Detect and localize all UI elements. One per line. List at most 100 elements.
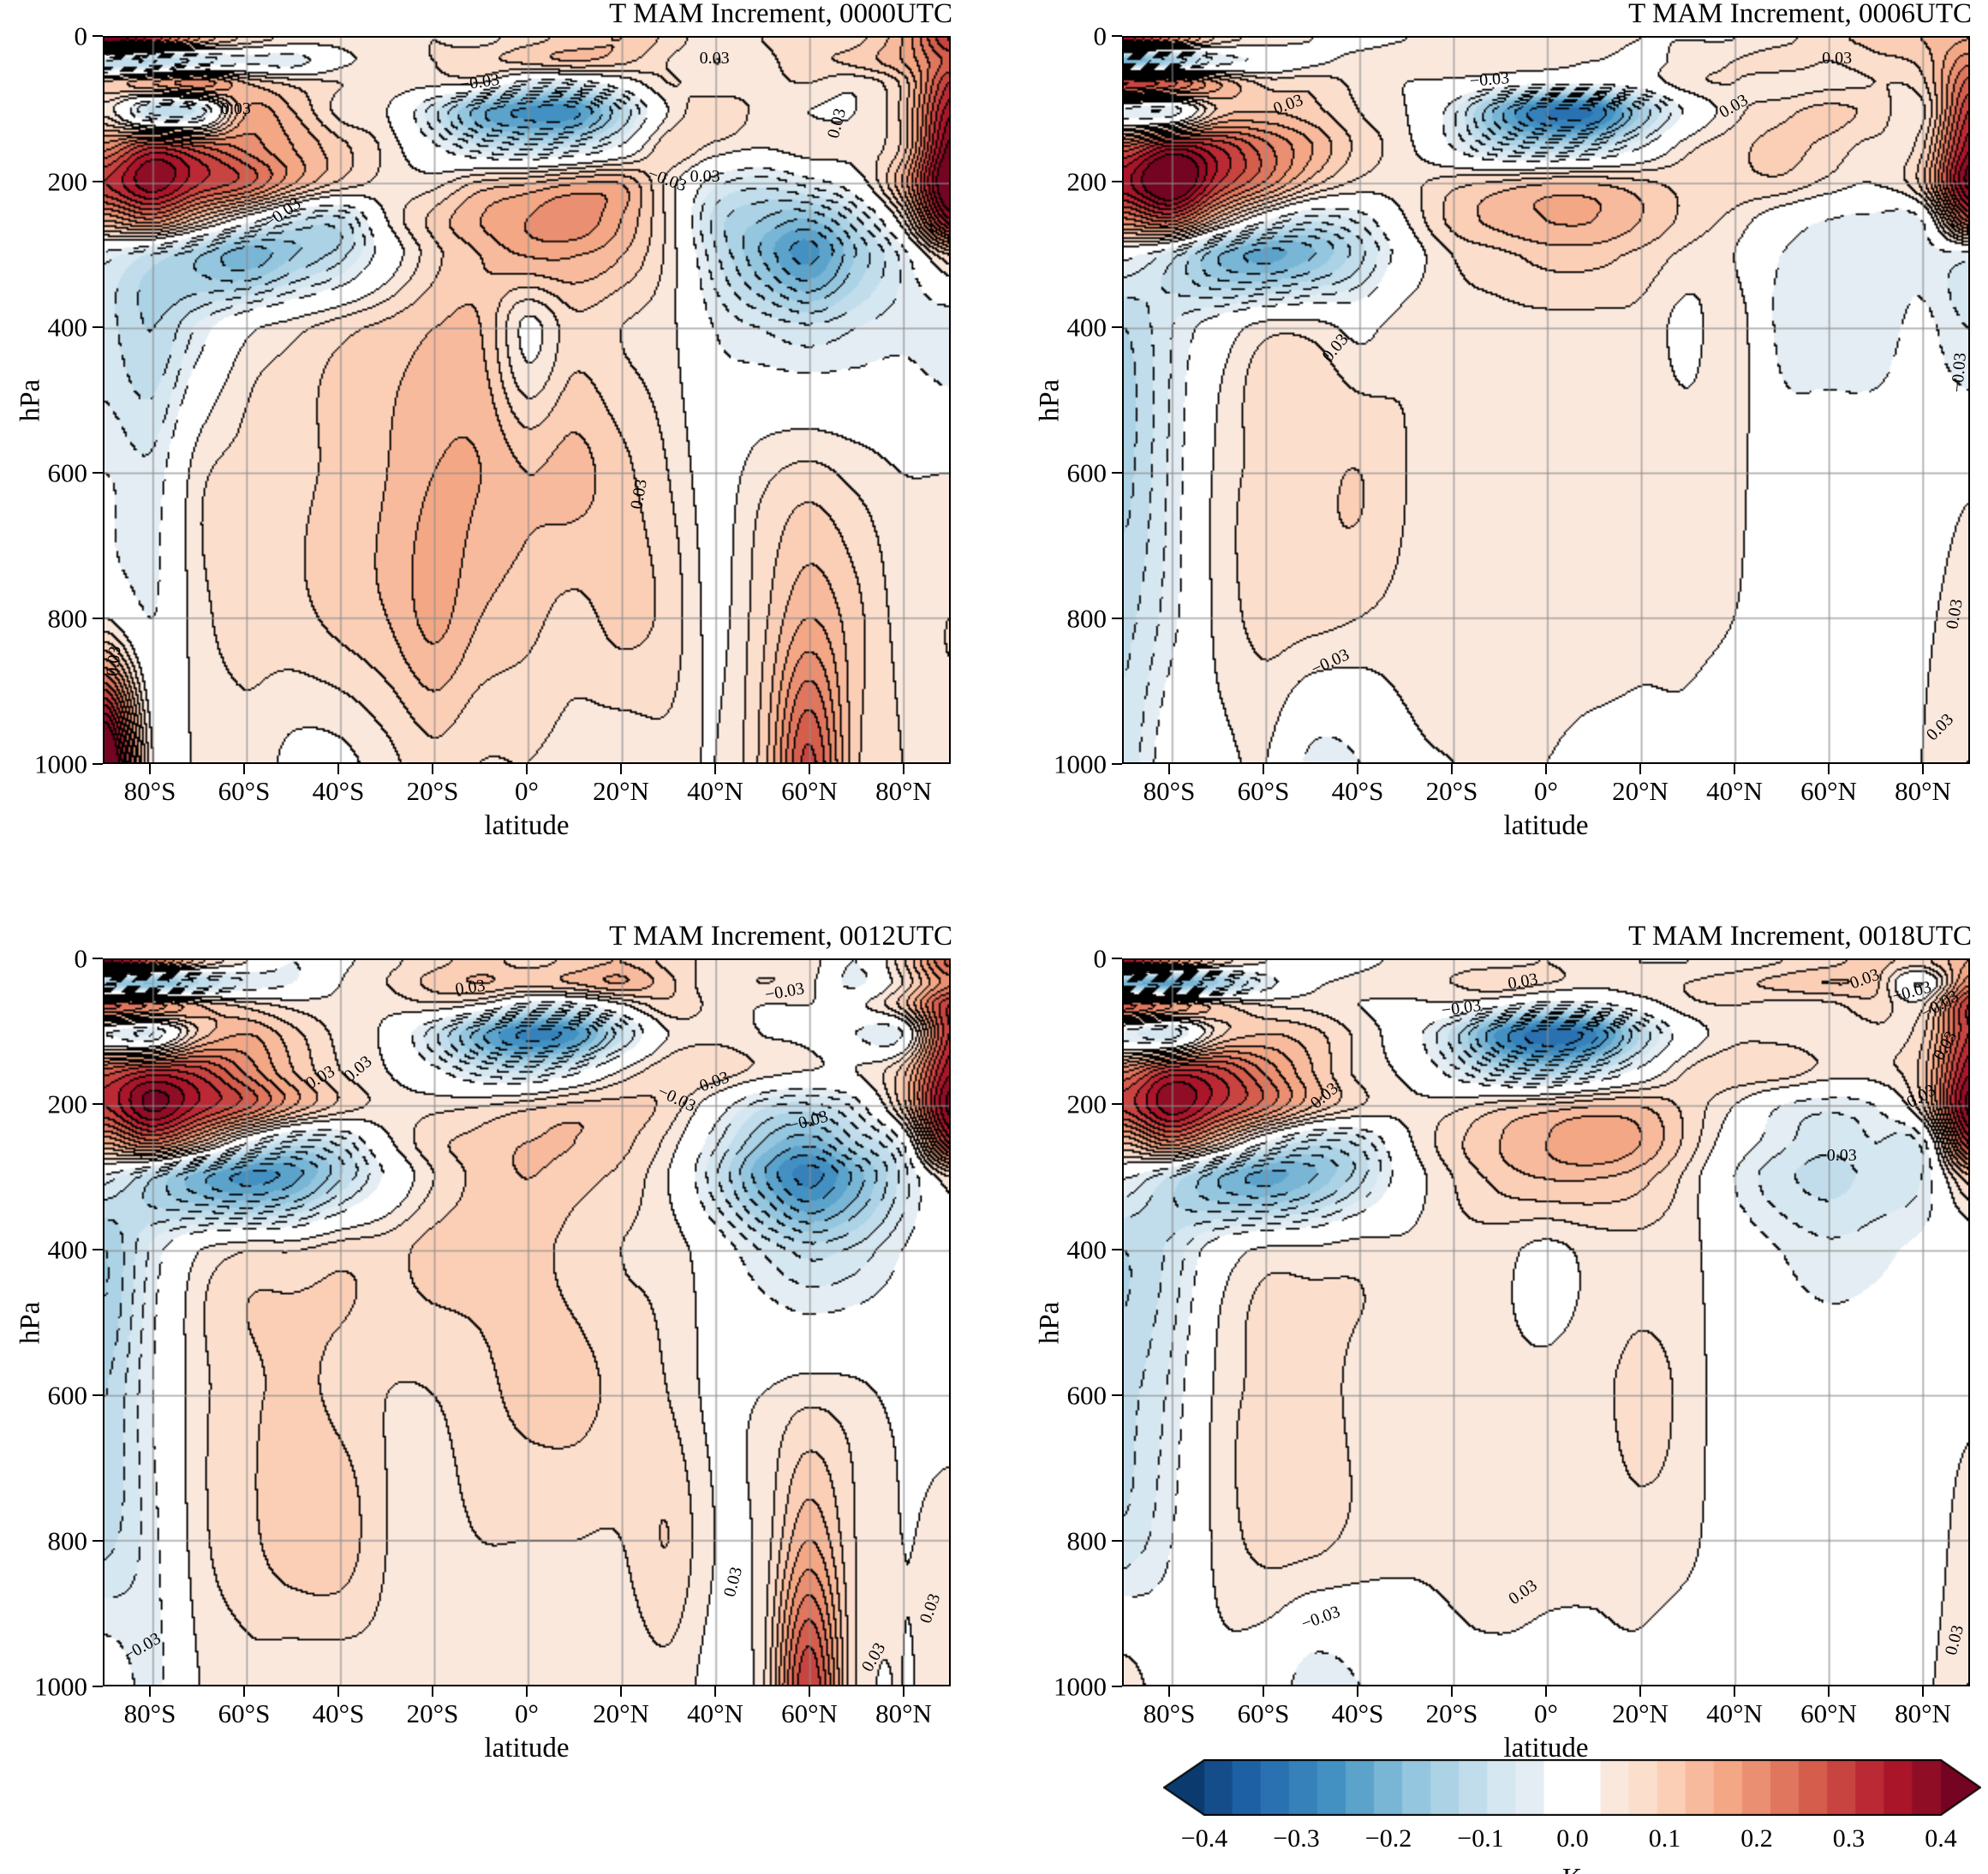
- colorbar-tick-label: 0.0: [1556, 1824, 1589, 1853]
- y-axis-label: hPa: [15, 379, 46, 421]
- contour-value-label: −0.03: [1817, 1146, 1857, 1166]
- x-tick-label: 40°N: [687, 776, 743, 806]
- y-tick-mark: [93, 1540, 103, 1542]
- y-tick-mark: [93, 618, 103, 619]
- y-tick-label: 600: [47, 457, 88, 488]
- y-tick-label: 400: [47, 1234, 88, 1265]
- y-tick-label: 600: [1066, 1380, 1107, 1411]
- x-tick-mark: [620, 1686, 622, 1697]
- panel-0006utc: T MAM Increment, 0006UTC hPa latitude 0.…: [1035, 0, 1973, 840]
- x-tick-mark: [432, 1686, 433, 1697]
- y-tick-label: 1000: [34, 1671, 87, 1702]
- x-tick-label: 40°S: [312, 1698, 365, 1728]
- x-tick-label: 80°S: [1143, 1698, 1196, 1728]
- x-tick-mark: [1357, 1686, 1358, 1697]
- y-tick-label: 0: [74, 21, 88, 51]
- colorbar: K −0.4 −0.3 −0.2 −0.1 0.0 0.1 0.2 0.3 0.4: [1163, 1759, 1981, 1874]
- x-tick-mark: [714, 764, 716, 774]
- x-tick-mark: [714, 1686, 716, 1697]
- contour-value-label: 0.03: [454, 976, 487, 1000]
- y-tick-label: 400: [1066, 312, 1107, 343]
- x-tick-label: 60°S: [1237, 1698, 1290, 1728]
- x-tick-mark: [1922, 1686, 1924, 1697]
- x-tick-mark: [1639, 764, 1641, 774]
- y-tick-mark: [1112, 1394, 1122, 1396]
- x-tick-label: 80°S: [123, 1698, 176, 1728]
- y-tick-mark: [93, 763, 103, 765]
- x-tick-label: 0°: [515, 776, 539, 806]
- y-tick-mark: [1112, 1540, 1122, 1542]
- y-tick-mark: [93, 1249, 103, 1250]
- x-tick-label: 60°S: [1237, 776, 1290, 806]
- contour-value-label: 0.03: [1122, 958, 1154, 980]
- y-tick-label: 800: [1066, 603, 1107, 634]
- x-tick-mark: [1357, 764, 1358, 774]
- y-tick-label: 400: [1066, 1234, 1107, 1265]
- colorbar-tick-label: 0.3: [1832, 1824, 1866, 1853]
- y-axis-label-wrap: hPa: [1033, 36, 1067, 764]
- x-tick-label: 80°N: [875, 1698, 932, 1728]
- x-tick-label: 60°N: [781, 776, 838, 806]
- x-tick-label: 60°N: [1800, 776, 1857, 806]
- y-tick-label: 1000: [34, 749, 87, 779]
- colorbar-tick-label: −0.2: [1364, 1824, 1412, 1853]
- x-tick-label: 80°S: [1143, 776, 1196, 806]
- contour-value-label: 0.03: [103, 645, 125, 677]
- x-tick-mark: [1167, 764, 1170, 774]
- x-tick-label: 60°N: [1800, 1698, 1857, 1728]
- contour-canvas-0012utc: [104, 960, 949, 1685]
- y-tick-label: 1000: [1054, 1671, 1107, 1702]
- x-tick-mark: [1545, 764, 1547, 774]
- x-tick-label: 20°S: [1425, 1698, 1478, 1728]
- x-tick-mark: [809, 764, 810, 774]
- y-tick-mark: [93, 958, 103, 959]
- y-tick-label: 600: [1066, 457, 1107, 488]
- x-tick-label: 0°: [1534, 776, 1558, 806]
- x-tick-label: 80°N: [1895, 1698, 1951, 1728]
- y-axis-label-wrap: hPa: [14, 958, 48, 1686]
- x-tick-mark: [526, 764, 528, 774]
- y-tick-mark: [93, 1103, 103, 1105]
- y-tick-label: 200: [47, 166, 88, 197]
- colorbar-tick-label: 0.2: [1740, 1824, 1773, 1853]
- y-tick-mark: [93, 472, 103, 474]
- x-axis-label: latitude: [1503, 1733, 1589, 1764]
- y-tick-label: 200: [47, 1089, 88, 1119]
- colorbar-canvas: [1163, 1759, 1981, 1816]
- x-tick-mark: [1262, 764, 1264, 774]
- colorbar-tick-label: −0.4: [1180, 1824, 1228, 1853]
- y-tick-label: 800: [1066, 1525, 1107, 1556]
- panel-0018utc: T MAM Increment, 0018UTC hPa latitude 0.…: [1035, 922, 1973, 1763]
- y-tick-label: 800: [47, 603, 88, 634]
- panel-title: T MAM Increment, 0000UTC: [609, 0, 952, 29]
- y-tick-label: 200: [1066, 166, 1107, 197]
- y-tick-label: 0: [1093, 21, 1107, 51]
- y-tick-mark: [93, 326, 103, 328]
- contour-value-label: 0.03: [1122, 37, 1153, 57]
- plot-area: 0.03 0.03 −0.03 0.03 0.03 0.03 −0.03 −0.03 0.03−…: [103, 958, 951, 1686]
- x-tick-label: 40°N: [1706, 776, 1763, 806]
- x-tick-mark: [242, 1686, 245, 1697]
- contour-value-label: −0.03: [1948, 351, 1971, 393]
- x-tick-mark: [1262, 1686, 1264, 1697]
- contour-value-label: −0.03: [1469, 69, 1511, 92]
- y-axis-label-wrap: hPa: [14, 36, 48, 764]
- x-tick-mark: [620, 764, 622, 774]
- x-tick-mark: [1451, 1686, 1453, 1697]
- plot-area: 0.03 0.03 −0.03 0.03 0.03 0.03 −0.03 −0.03 0.03 0…: [1122, 36, 1970, 764]
- colorbar-unit-label: K: [1562, 1864, 1582, 1874]
- x-tick-label: 20°N: [1612, 776, 1669, 806]
- y-tick-mark: [1112, 763, 1122, 765]
- y-tick-label: 0: [1093, 943, 1107, 974]
- x-tick-label: 80°S: [123, 776, 176, 806]
- x-tick-mark: [809, 1686, 810, 1697]
- contour-value-label: 0.03: [1942, 597, 1967, 630]
- x-tick-mark: [526, 1686, 528, 1697]
- contour-canvas-0000utc: [104, 38, 949, 762]
- panel-0012utc: T MAM Increment, 0012UTC hPa latitude 0.…: [15, 922, 953, 1763]
- x-tick-mark: [1545, 1686, 1547, 1697]
- y-tick-mark: [1112, 1249, 1122, 1250]
- y-axis-label-wrap: hPa: [1033, 958, 1067, 1686]
- x-tick-mark: [903, 1686, 904, 1697]
- contour-value-label: 0.03: [690, 167, 720, 187]
